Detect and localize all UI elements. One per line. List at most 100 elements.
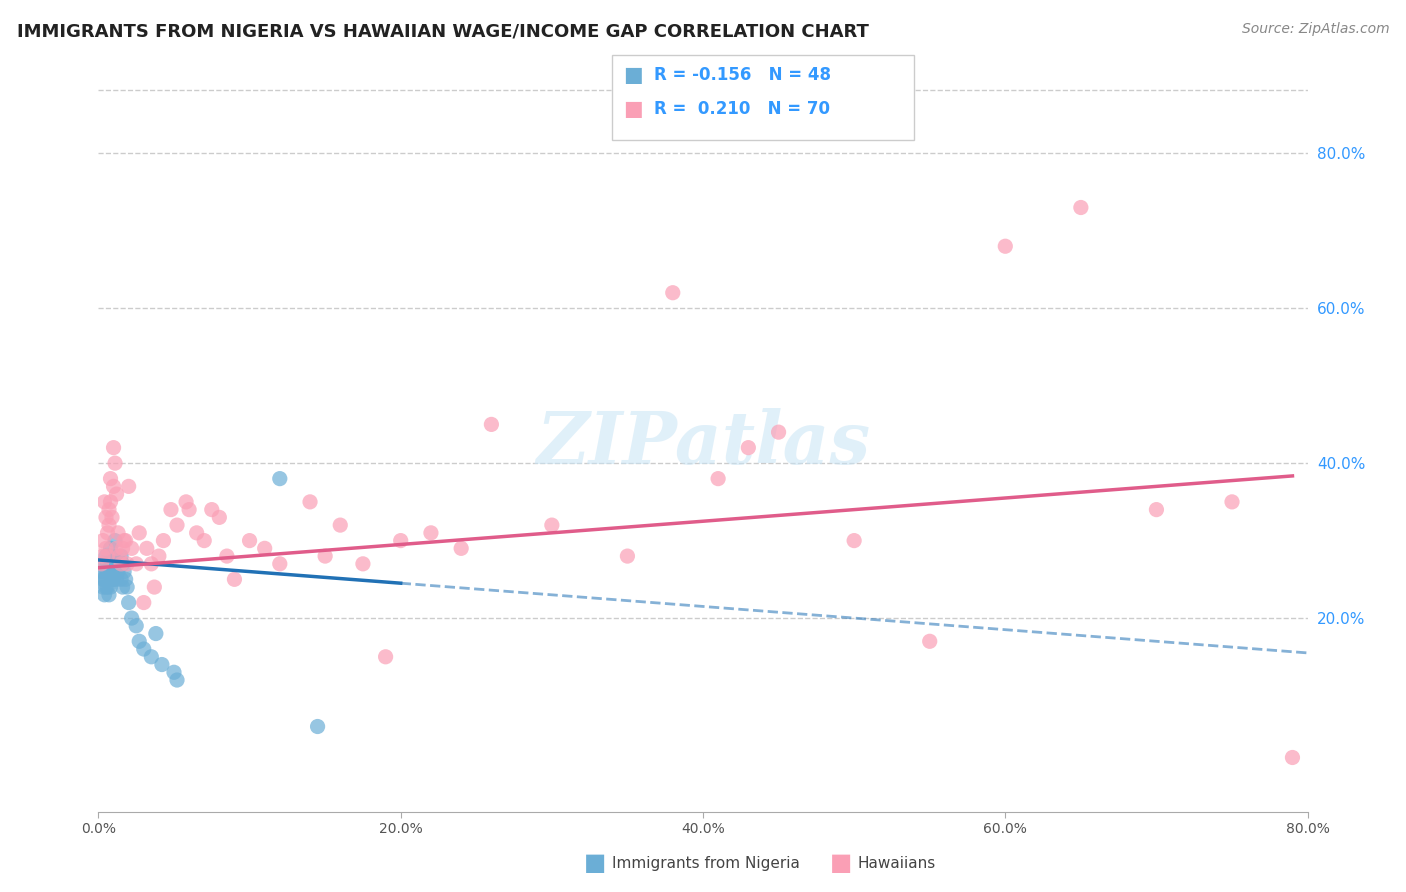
Point [104, 533, 127, 548]
Point [152, 533, 174, 548]
Text: R = -0.156   N = 48: R = -0.156 N = 48 [654, 66, 831, 84]
Point [1281, 750, 1303, 764]
Point [150, 657, 173, 672]
Point [186, 525, 208, 540]
Point [1220, 495, 1243, 509]
Point [224, 572, 246, 586]
Text: ■: ■ [830, 852, 852, 875]
Point [128, 525, 150, 540]
Point [616, 549, 638, 563]
Point [91, 572, 114, 586]
Point [148, 549, 170, 563]
Point [103, 441, 125, 455]
Point [96, 549, 118, 563]
Point [105, 572, 128, 586]
Point [93, 557, 115, 571]
Point [329, 518, 352, 533]
Point [253, 541, 276, 556]
Point [201, 502, 224, 516]
Point [105, 541, 128, 556]
Point [844, 533, 866, 548]
Point [918, 634, 941, 648]
Point [114, 533, 136, 548]
Point [115, 580, 138, 594]
Point [481, 417, 503, 432]
Text: ■: ■ [583, 852, 606, 875]
Point [105, 557, 128, 571]
Point [160, 502, 183, 516]
Point [100, 557, 122, 571]
Point [1144, 502, 1167, 516]
Point [90, 557, 112, 571]
Text: Hawaiians: Hawaiians [858, 856, 936, 871]
Point [208, 510, 231, 524]
Point [107, 525, 129, 540]
Point [94, 580, 117, 594]
Point [420, 525, 443, 540]
Point [103, 549, 125, 563]
Point [112, 565, 135, 579]
Point [96, 557, 118, 571]
Point [141, 557, 163, 571]
Point [112, 533, 135, 548]
Point [108, 549, 131, 563]
Point [121, 611, 143, 625]
Point [389, 533, 412, 548]
Point [105, 487, 128, 501]
Point [110, 549, 132, 563]
Point [737, 441, 759, 455]
Point [307, 719, 329, 733]
Text: ZIPatlas: ZIPatlas [536, 409, 870, 479]
Point [96, 525, 118, 540]
Point [103, 572, 125, 586]
Point [352, 557, 374, 571]
Text: IMMIGRANTS FROM NIGERIA VS HAWAIIAN WAGE/INCOME GAP CORRELATION CHART: IMMIGRANTS FROM NIGERIA VS HAWAIIAN WAGE… [17, 22, 869, 40]
Point [661, 285, 683, 300]
Point [121, 541, 143, 556]
Point [91, 533, 114, 548]
Point [166, 673, 188, 687]
Point [104, 565, 127, 579]
Point [98, 518, 121, 533]
Point [115, 557, 138, 571]
Point [91, 549, 114, 563]
Point [174, 495, 197, 509]
Point [299, 495, 322, 509]
Point [93, 495, 115, 509]
Point [104, 456, 127, 470]
Point [100, 580, 122, 594]
Point [93, 572, 115, 586]
Point [179, 502, 201, 516]
Point [166, 518, 188, 533]
Point [707, 472, 730, 486]
Point [450, 541, 472, 556]
Point [90, 565, 112, 579]
Point [91, 580, 114, 594]
Point [768, 425, 790, 439]
Point [128, 634, 150, 648]
Point [98, 565, 121, 579]
Text: Source: ZipAtlas.com: Source: ZipAtlas.com [1241, 22, 1389, 37]
Point [125, 619, 148, 633]
Point [96, 580, 118, 594]
Point [110, 572, 132, 586]
Point [94, 510, 117, 524]
Point [96, 565, 118, 579]
Point [141, 649, 163, 664]
Point [114, 572, 136, 586]
Text: Immigrants from Nigeria: Immigrants from Nigeria [612, 856, 800, 871]
Point [101, 572, 124, 586]
Point [93, 588, 115, 602]
Point [1070, 201, 1092, 215]
Text: ■: ■ [623, 99, 643, 119]
Text: R =  0.210   N = 70: R = 0.210 N = 70 [654, 100, 830, 118]
Point [118, 596, 141, 610]
Text: ■: ■ [623, 65, 643, 85]
Point [118, 479, 141, 493]
Point [100, 541, 122, 556]
Point [110, 557, 132, 571]
Point [269, 472, 291, 486]
Point [100, 495, 122, 509]
Point [111, 541, 134, 556]
Point [107, 565, 129, 579]
